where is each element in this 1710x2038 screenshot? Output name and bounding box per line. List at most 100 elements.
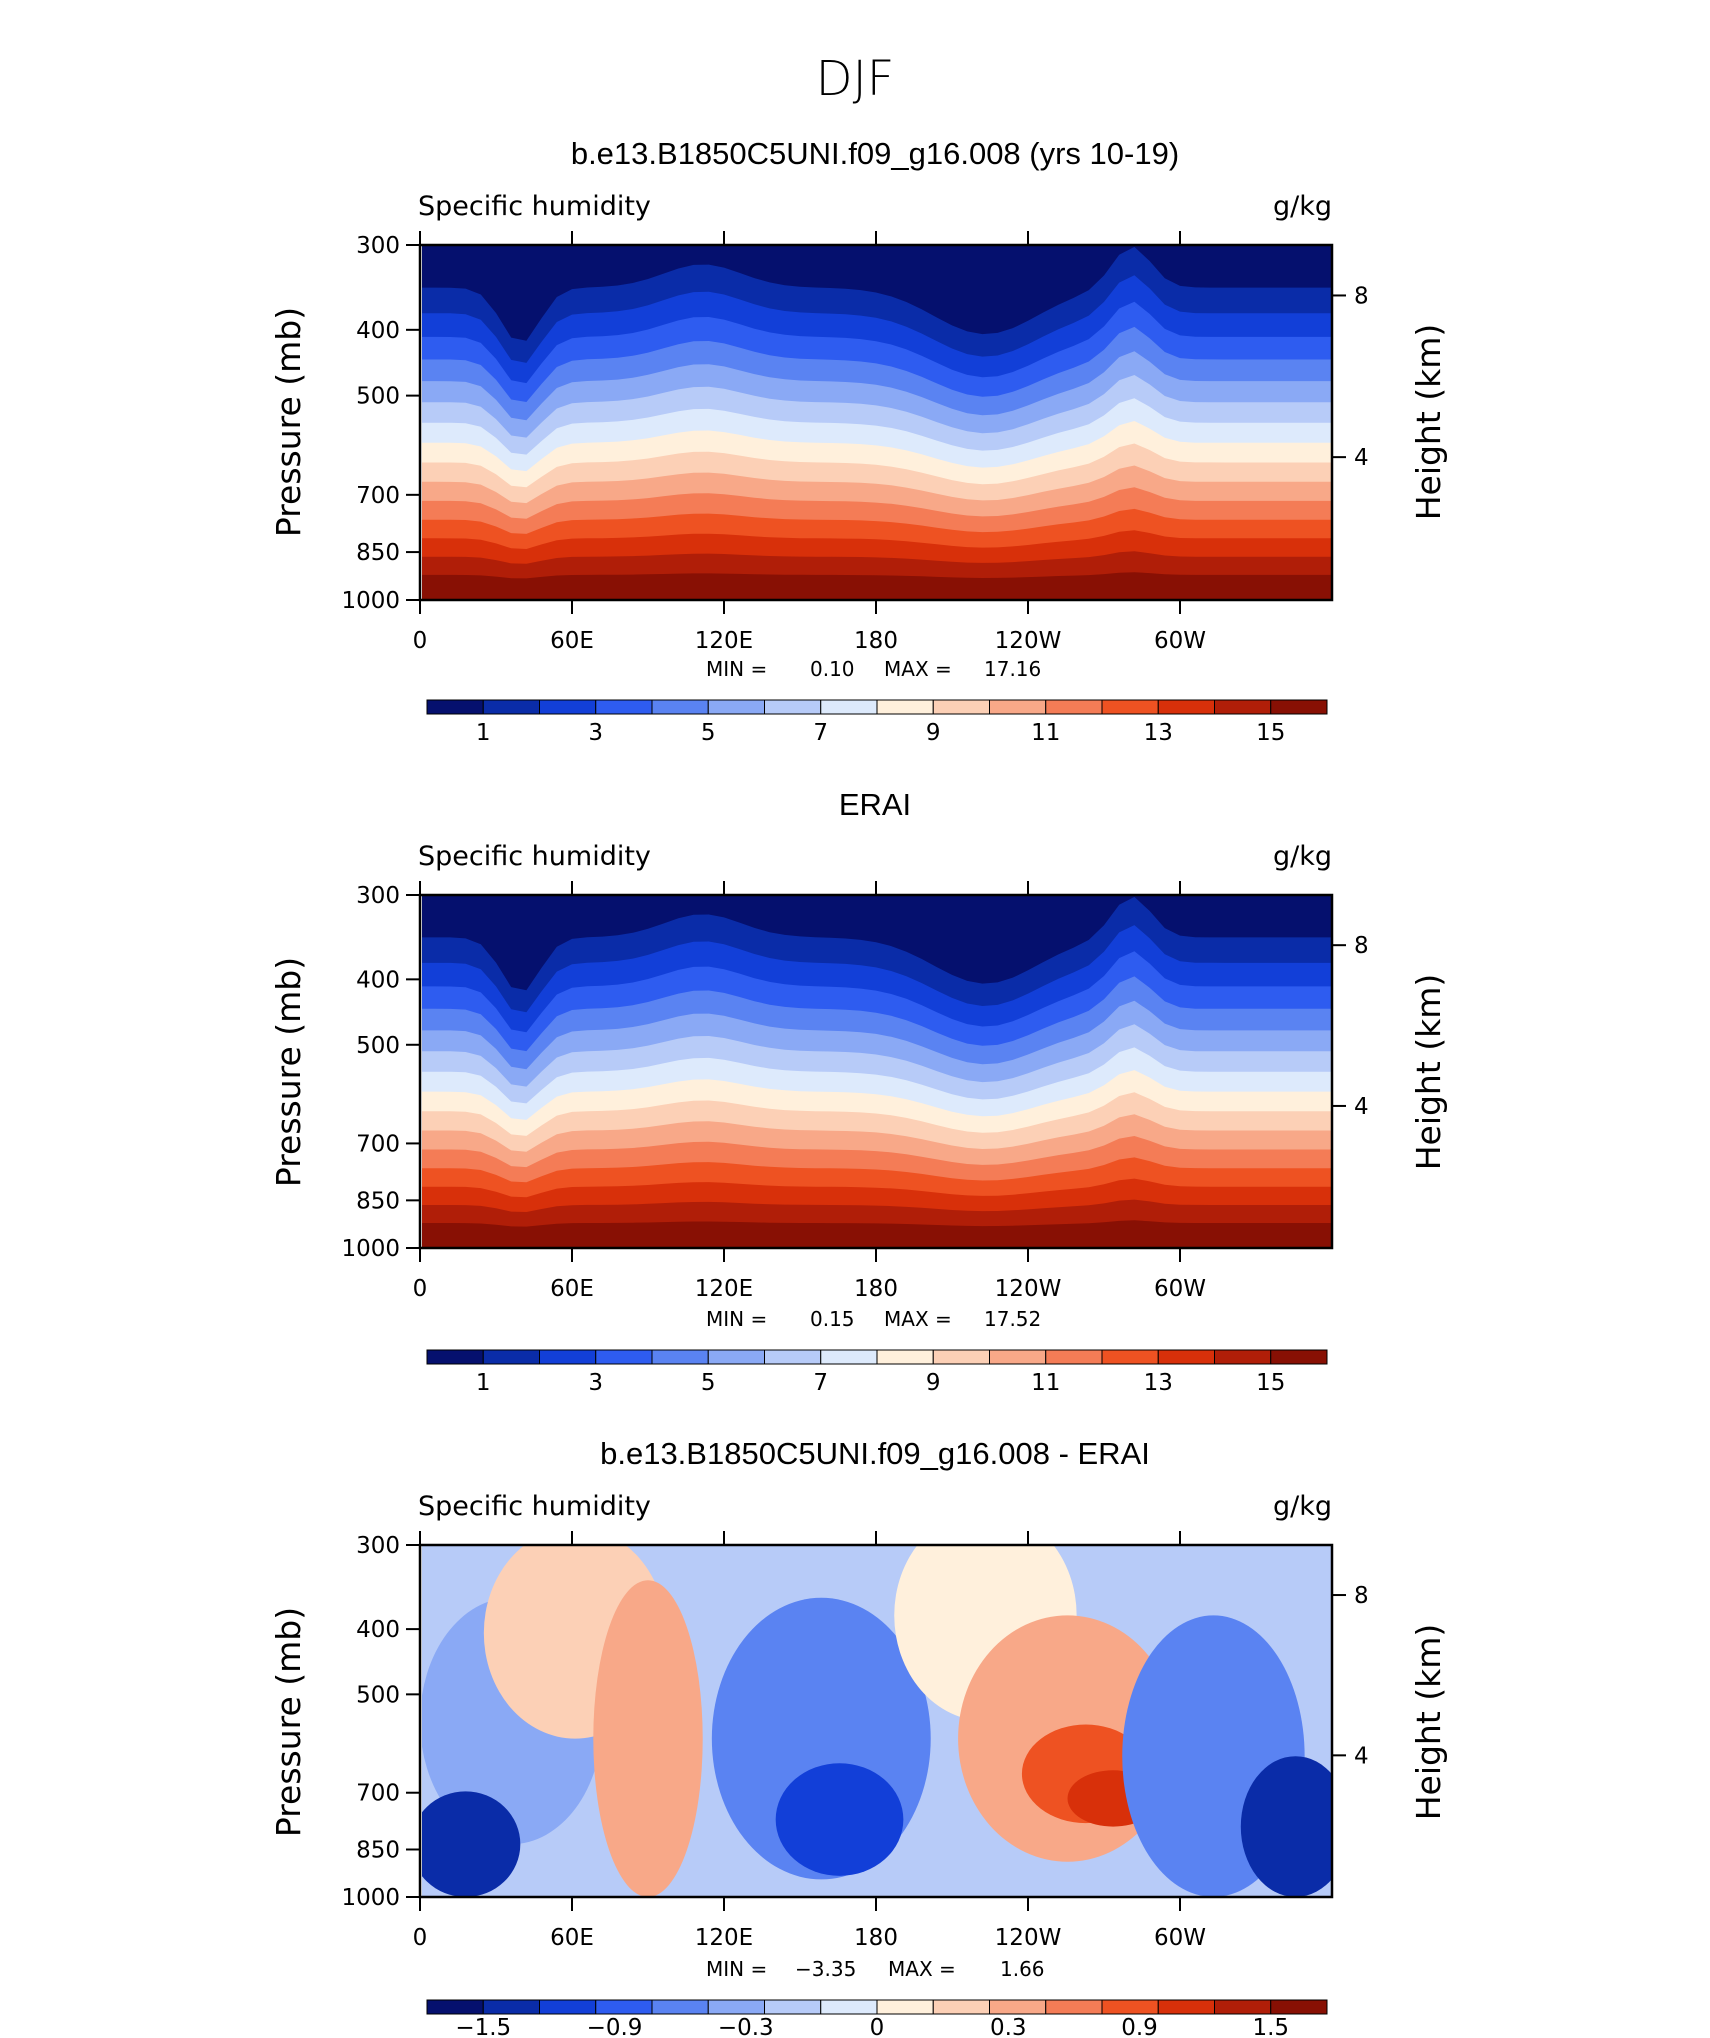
y-tick-label: 700	[356, 1131, 400, 1157]
y-tick-label: 850	[356, 540, 400, 566]
colorbar-label: 7	[813, 1370, 828, 1396]
y-tick-label: 400	[356, 318, 400, 344]
colorbar-swatch	[651, 1349, 709, 1365]
colorbar-swatch	[820, 1349, 878, 1365]
colorbar-swatch	[482, 699, 540, 715]
colorbar-swatch	[482, 1999, 540, 2015]
colorbar-swatch	[426, 1999, 484, 2015]
colorbar-swatch	[876, 1349, 934, 1365]
colorbar-label: 9	[926, 720, 941, 746]
max-value: 1.66	[1000, 1957, 1045, 1981]
field-blob	[775, 1763, 904, 1876]
field-blob	[422, 1791, 521, 1897]
x-tick-label: 60E	[550, 1276, 594, 1302]
y-tick-label: 400	[356, 1617, 400, 1643]
colorbar: −1.5 −0.9 −0.3 0 0.3 0.9 1.5	[426, 1999, 1328, 2038]
y-tick-label: 500	[356, 1033, 400, 1059]
colorbar-swatch	[764, 1999, 822, 2015]
colorbar-swatch	[426, 1349, 484, 1365]
axes: 300 400 500 700 850 1000 8 4 0 60E 120E 180 120W 60W	[341, 1531, 1369, 1951]
min-value: −3.35	[795, 1957, 856, 1981]
x-tick-label: 120W	[995, 1276, 1062, 1302]
colorbar-swatch	[1270, 1999, 1328, 2015]
y-tick-label: 500	[356, 1682, 400, 1708]
y-tick-label: 500	[356, 384, 400, 410]
colorbar-label: 1.5	[1252, 2015, 1289, 2038]
max-label: MAX =	[888, 1957, 956, 1981]
colorbar-swatch	[539, 1999, 597, 2015]
field-blob	[593, 1580, 703, 1897]
colorbar-swatch	[539, 699, 597, 715]
x-tick-label: 180	[854, 628, 898, 654]
y-tick-label: 700	[356, 483, 400, 509]
colorbar-swatch	[1157, 699, 1215, 715]
colorbar-swatch	[595, 1999, 653, 2015]
colorbar-swatch	[989, 1999, 1047, 2015]
colorbar-swatch	[707, 699, 765, 715]
panel-title: ERAI	[839, 787, 911, 822]
subtitle-left: Specific humidity	[418, 1491, 651, 1522]
subtitle-right: g/kg	[1273, 1491, 1332, 1522]
colorbar-label: 13	[1144, 1370, 1173, 1396]
field-blob	[1240, 1756, 1332, 1897]
colorbar-swatch	[1157, 1349, 1215, 1365]
colorbar-label: 5	[701, 720, 716, 746]
y2-tick-label: 8	[1354, 1583, 1369, 1609]
colorbar-swatch	[1101, 1349, 1159, 1365]
max-value: 17.16	[984, 657, 1041, 681]
panel-title: b.e13.B1850C5UNI.f09_g16.008 - ERAI	[600, 1436, 1150, 1471]
colorbar-swatch	[764, 699, 822, 715]
colorbar-swatch	[1270, 699, 1328, 715]
colorbar-label: 3	[588, 1370, 603, 1396]
colorbar-swatch	[595, 699, 653, 715]
colorbar-label: 15	[1256, 1370, 1285, 1396]
y-tick-label: 300	[356, 883, 400, 909]
colorbar-label: 15	[1256, 720, 1285, 746]
colorbar-label: 11	[1031, 1370, 1060, 1396]
colorbar-swatch	[876, 1999, 934, 2015]
y-axis-label: Pressure (mb)	[269, 1607, 308, 1837]
x-tick-label: 0	[413, 1925, 428, 1951]
colorbar-label: 1	[476, 1370, 491, 1396]
y-tick-label: 1000	[341, 588, 400, 614]
colorbar-swatch	[1101, 699, 1159, 715]
min-label: MIN =	[706, 1957, 767, 1981]
field-layer	[422, 1220, 1332, 1248]
y2-tick-label: 4	[1354, 445, 1369, 471]
panel-model: b.e13.B1850C5UNI.f09_g16.008 (yrs 10-19)…	[269, 136, 1448, 746]
colorbar-swatch	[1101, 1999, 1159, 2015]
x-tick-label: 60W	[1154, 1925, 1206, 1951]
panel-erai: ERAI Specific humidity g/kg 300400500700…	[269, 787, 1448, 1396]
colorbar-swatch	[539, 1349, 597, 1365]
y2-tick-label: 4	[1354, 1743, 1369, 1769]
colorbar-swatch	[426, 699, 484, 715]
y2-axis-label: Height (km)	[1409, 1624, 1448, 1821]
y-tick-label: 300	[356, 233, 400, 259]
figure-title: DJF	[816, 51, 895, 107]
subtitle-left: Specific humidity	[418, 841, 651, 872]
colorbar-swatch	[651, 699, 709, 715]
x-tick-label: 120E	[695, 1925, 753, 1951]
axes: 300 400 500 700 850 1000 8 4 0 60E 120E 180 120W 60W	[341, 881, 1369, 1302]
colorbar-swatch	[1157, 1999, 1215, 2015]
min-value: 0.10	[810, 657, 855, 681]
colorbar-swatch	[595, 1349, 653, 1365]
y-tick-label: 1000	[341, 1885, 400, 1911]
colorbar-swatch	[764, 1349, 822, 1365]
colorbar-label: 0.3	[990, 2015, 1027, 2038]
x-tick-label: 120E	[695, 1276, 753, 1302]
colorbar-swatch	[932, 1349, 990, 1365]
colorbar-swatch	[989, 699, 1047, 715]
x-tick-label: 180	[854, 1925, 898, 1951]
max-label: MAX =	[884, 657, 952, 681]
colorbar-swatch	[1214, 1349, 1272, 1365]
y-tick-label: 850	[356, 1837, 400, 1863]
colorbar-swatch	[820, 699, 878, 715]
colorbar-swatch	[651, 1999, 709, 2015]
contour-field	[422, 245, 1332, 600]
y-tick-label: 700	[356, 1781, 400, 1807]
colorbar-label: 5	[701, 1370, 716, 1396]
x-tick-label: 60W	[1154, 1276, 1206, 1302]
y2-tick-label: 8	[1354, 933, 1369, 959]
